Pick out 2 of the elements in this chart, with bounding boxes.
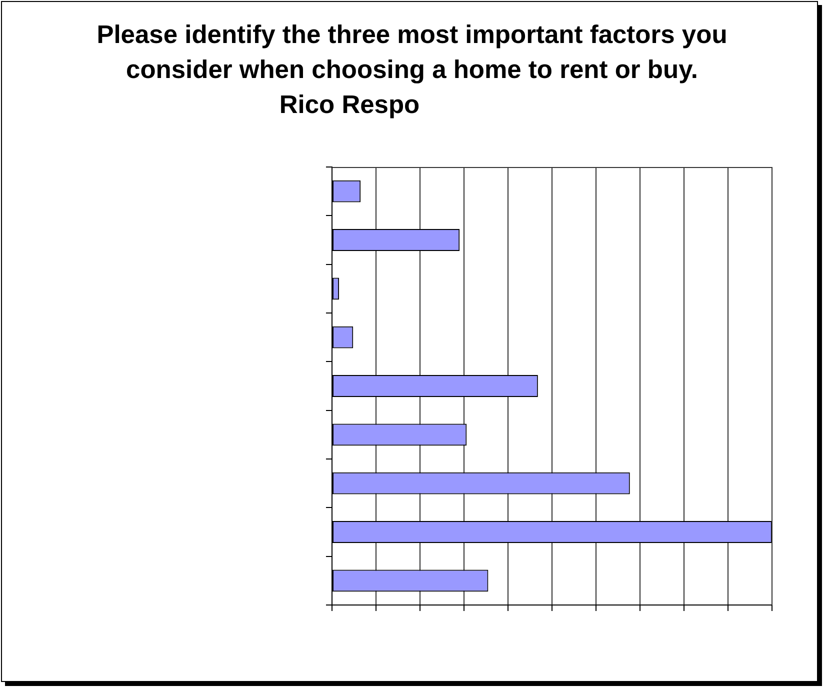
- chart-title: Please identify the three most important factors you consider when choosing a home to rent or buy.: [96, 20, 728, 86]
- chart-subtitle: Rico Respo: [278, 90, 421, 121]
